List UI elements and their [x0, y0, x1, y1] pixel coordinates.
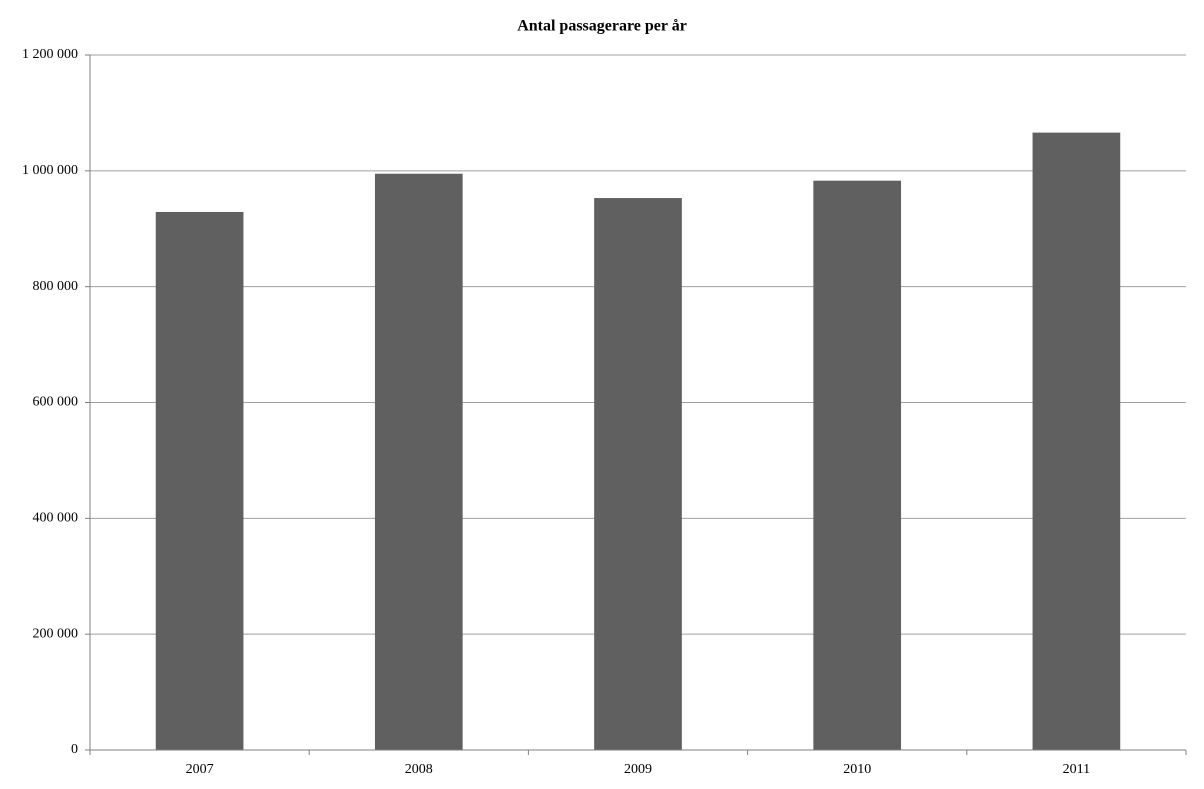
y-tick-label: 200 000	[33, 626, 79, 641]
y-tick-label: 1 200 000	[22, 47, 78, 62]
bar	[594, 198, 682, 750]
y-tick-label: 600 000	[33, 395, 79, 410]
y-tick-label: 400 000	[33, 511, 79, 526]
bar	[1032, 132, 1121, 750]
x-tick-label: 2010	[843, 762, 871, 777]
y-tick-label: 0	[71, 742, 78, 757]
bar	[155, 211, 244, 750]
x-tick-label: 2007	[186, 762, 214, 777]
y-tick-label: 800 000	[33, 279, 79, 294]
x-tick-label: 2008	[405, 762, 433, 777]
bar	[374, 173, 463, 750]
bar	[813, 180, 902, 750]
chart-title: Antal passagerare per år	[517, 18, 687, 35]
x-tick-label: 2009	[624, 762, 652, 777]
x-tick-label: 2011	[1063, 762, 1090, 777]
y-tick-label: 1 000 000	[22, 163, 78, 178]
